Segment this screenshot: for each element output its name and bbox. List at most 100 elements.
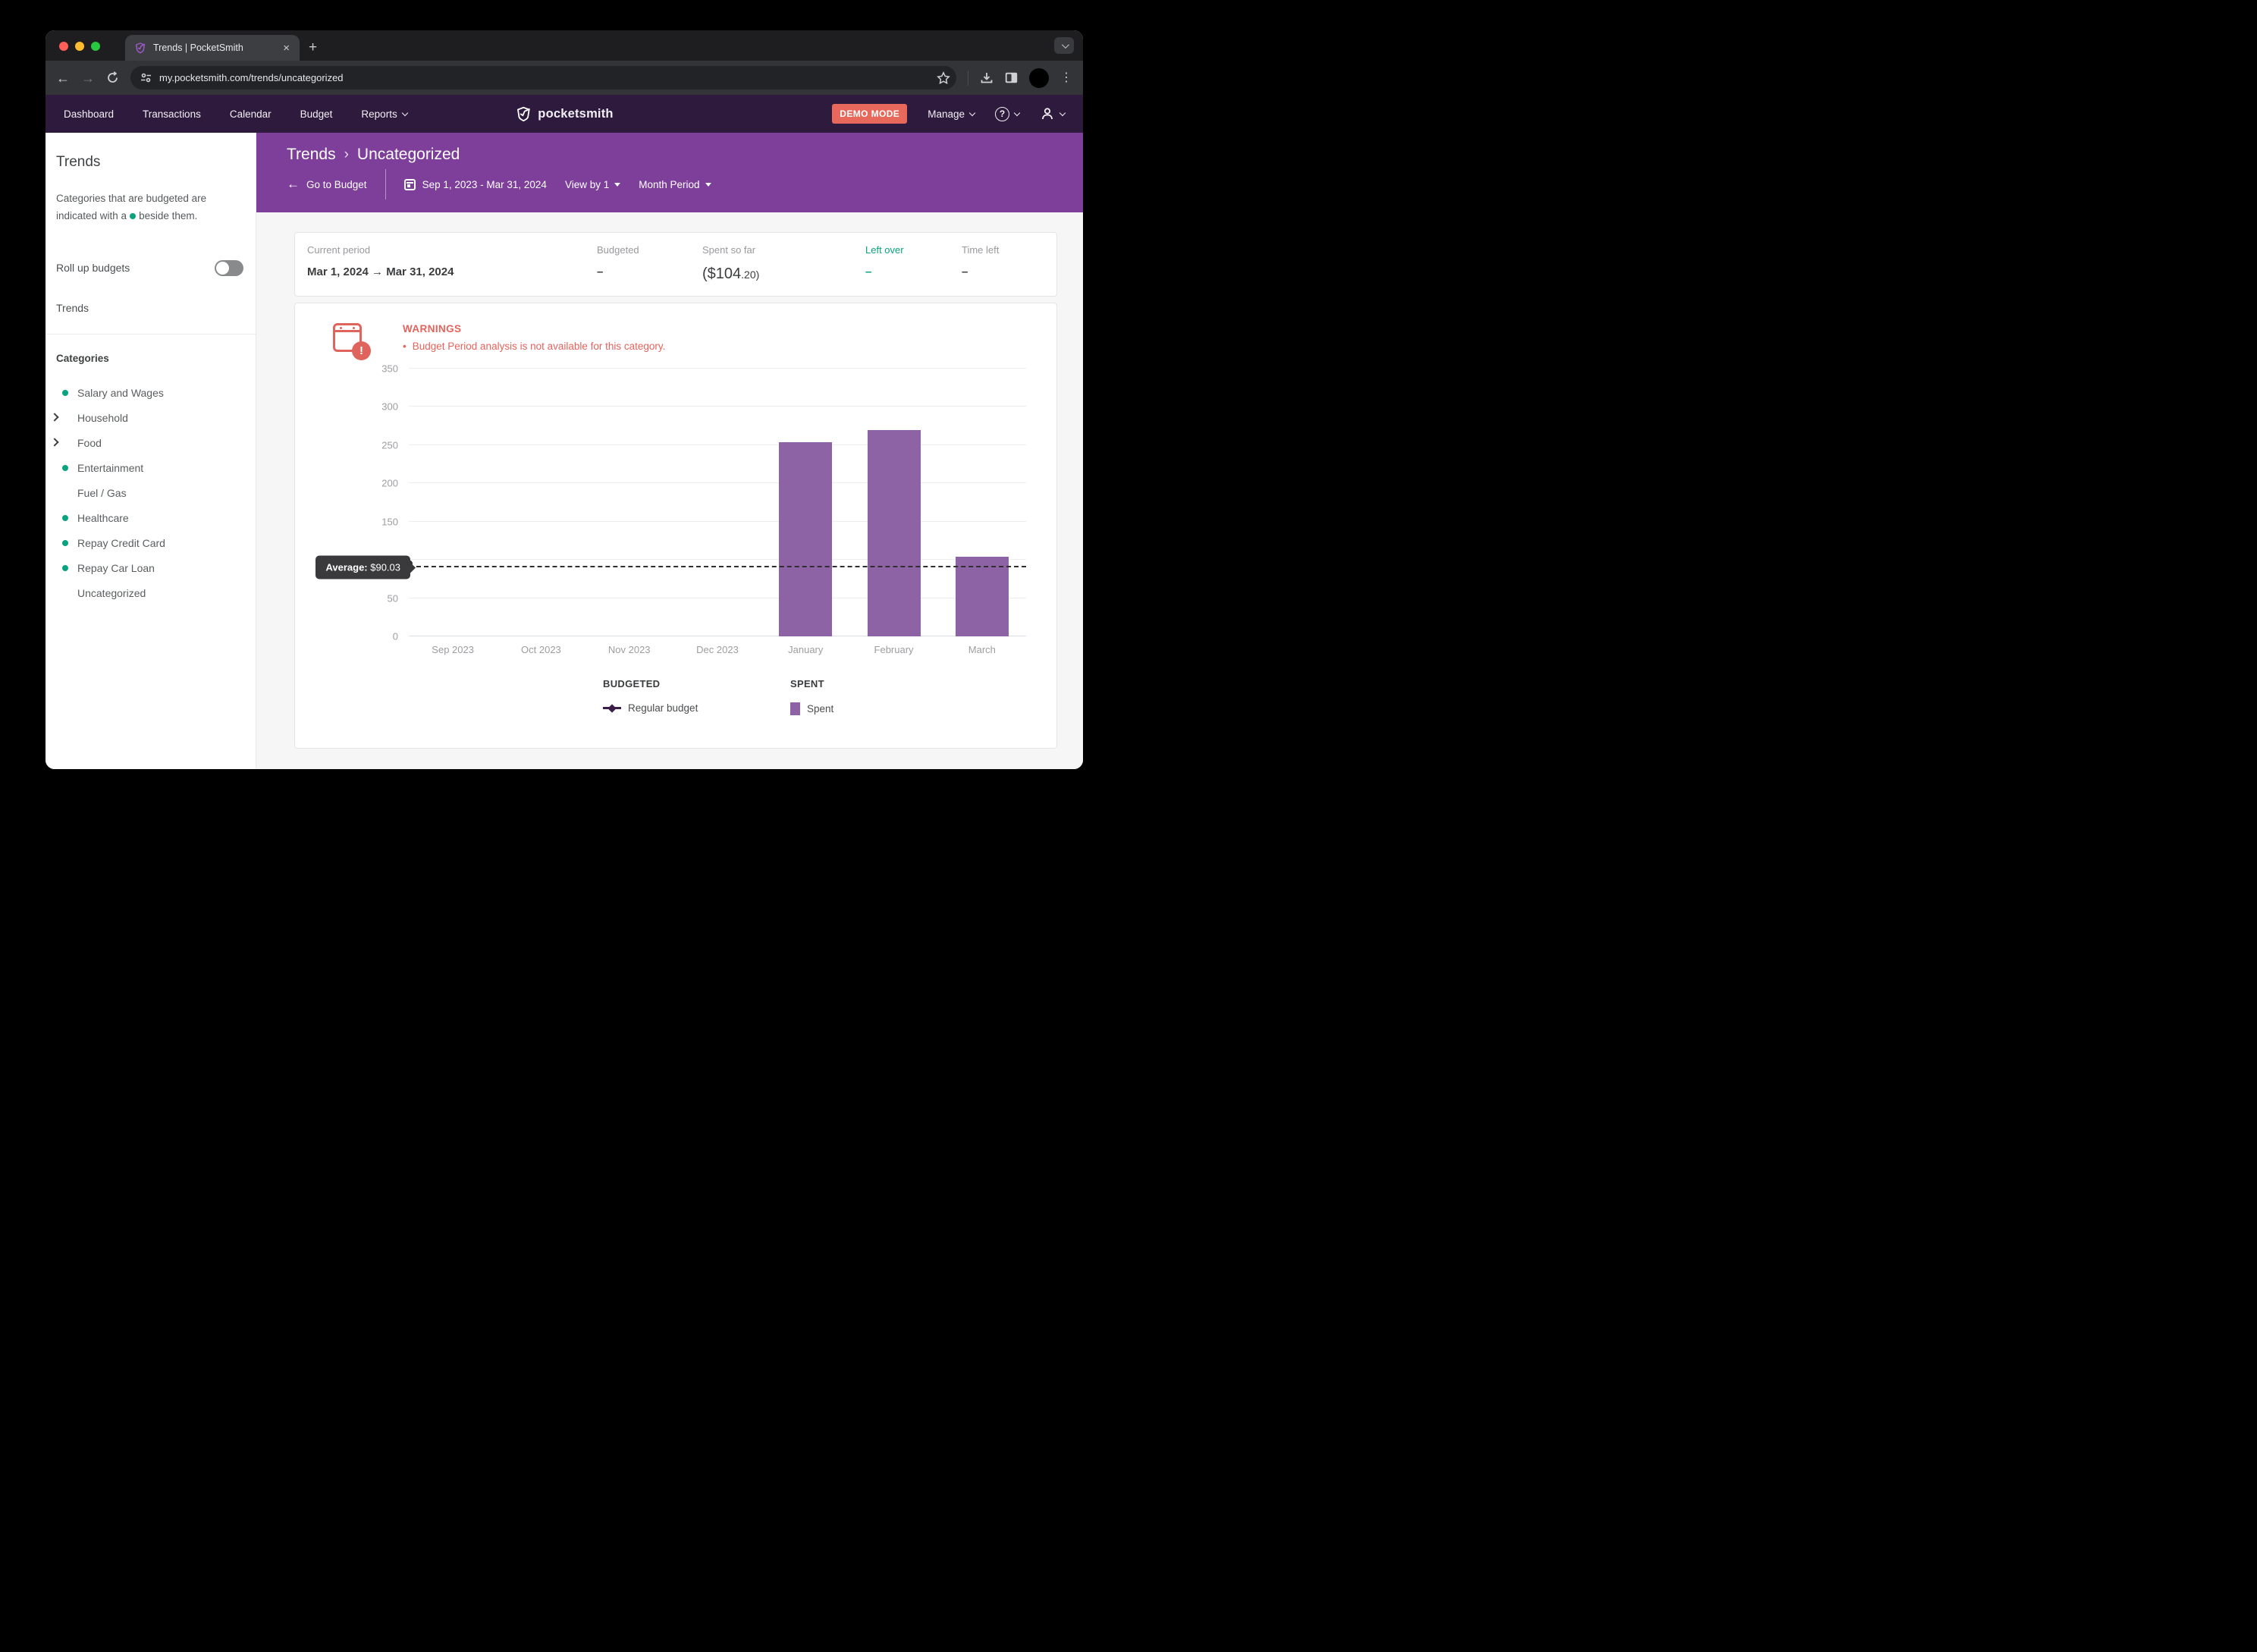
legend-item-label: Spent: [807, 703, 834, 715]
gridline-150: [409, 520, 1026, 522]
page-header: Trends › Uncategorized ← Go to Budget Se…: [256, 133, 1083, 212]
y-tick-350: 350: [381, 363, 398, 375]
x-label-dec-2023: Dec 2023: [696, 644, 739, 655]
spent-marker-icon: [790, 702, 800, 715]
browser-tab[interactable]: Trends | PocketSmith ×: [125, 35, 300, 61]
budgeted-dot-icon: [130, 213, 137, 220]
period-dropdown[interactable]: Month Period: [639, 179, 711, 190]
trends-sidebar: Trends Categories that are budgeted are …: [46, 133, 256, 769]
chart-card: ! WARNINGS • Budget Period analysis is no…: [294, 303, 1057, 749]
sidebar-category-food[interactable]: Food: [50, 431, 243, 456]
gridline-100: [409, 559, 1026, 561]
back-button[interactable]: ←: [56, 70, 70, 86]
current-period-value: Mar 1, 2024 → Mar 31, 2024: [307, 265, 454, 278]
nav-item-dashboard[interactable]: Dashboard: [64, 108, 114, 120]
sidebar-category-healthcare[interactable]: Healthcare: [52, 506, 243, 531]
browser-menu-icon[interactable]: ⋮: [1060, 71, 1072, 84]
breadcrumb-trends[interactable]: Trends: [287, 146, 336, 163]
bullet-icon: •: [403, 341, 407, 352]
legend-item-regular-budget[interactable]: Regular budget: [603, 702, 698, 714]
category-label: Repay Car Loan: [77, 562, 155, 575]
chart-legend: BUDGETED Regular budget SPENT Spent: [409, 678, 1056, 725]
gridline-350: [409, 368, 1026, 369]
tab-close-icon[interactable]: ×: [283, 41, 290, 55]
manage-menu[interactable]: Manage: [928, 108, 976, 120]
spent-so-far-label: Spent so far: [702, 244, 756, 256]
close-window-button[interactable]: [59, 42, 68, 51]
side-panel-icon[interactable]: [1005, 72, 1018, 83]
main-content: Trends › Uncategorized ← Go to Budget Se…: [256, 133, 1083, 769]
category-label: Entertainment: [77, 462, 144, 475]
pocketsmith-logo[interactable]: pocketsmith: [515, 105, 613, 122]
go-to-budget-link[interactable]: Go to Budget: [306, 178, 367, 190]
regular-budget-marker-icon: [603, 703, 621, 713]
x-label-oct-2023: Oct 2023: [521, 644, 561, 655]
nav-item-transactions[interactable]: Transactions: [143, 108, 201, 120]
forward-button[interactable]: →: [81, 70, 95, 86]
header-divider: [385, 169, 386, 199]
nav-item-label: Transactions: [143, 108, 201, 120]
sidebar-category-repay-car-loan[interactable]: Repay Car Loan: [52, 556, 243, 581]
calendar-icon: [403, 178, 416, 190]
minimize-window-button[interactable]: [75, 42, 84, 51]
primary-nav: Dashboard Transactions Calendar Budget Repor…: [64, 108, 408, 120]
legend-group-budgeted: BUDGETED Regular budget: [603, 678, 698, 714]
sidebar-category-household[interactable]: Household: [50, 406, 243, 431]
reload-button[interactable]: [106, 71, 119, 84]
nav-item-budget[interactable]: Budget: [300, 108, 333, 120]
legend-item-label: Regular budget: [628, 702, 698, 714]
sidebar-item-trends[interactable]: Trends: [56, 301, 89, 314]
bar-january[interactable]: [779, 441, 833, 636]
back-arrow-icon: ←: [287, 177, 300, 191]
address-bar[interactable]: my.pocketsmith.com/trends/uncategorized: [130, 66, 956, 90]
bar-february[interactable]: [867, 429, 921, 636]
window-controls[interactable]: [59, 42, 100, 51]
sidebar-category-salary-and-wages[interactable]: Salary and Wages: [52, 381, 243, 406]
budgeted-dot-icon: [62, 515, 68, 522]
legend-item-spent[interactable]: Spent: [790, 702, 833, 715]
breadcrumb-current: Uncategorized: [356, 146, 460, 163]
app-navbar: Dashboard Transactions Calendar Budget Repor…: [46, 95, 1083, 133]
x-axis-labels: Sep 2023 Oct 2023 Nov 2023 Dec 2023 January F…: [409, 644, 1026, 655]
demo-mode-badge: DEMO MODE: [832, 104, 908, 124]
download-icon[interactable]: [980, 71, 994, 85]
user-menu[interactable]: [1040, 106, 1066, 121]
chevron-down-icon: [1059, 109, 1066, 116]
expand-chevron-icon[interactable]: [50, 438, 59, 448]
chevron-down-icon: [401, 109, 408, 116]
legend-heading: BUDGETED: [603, 678, 661, 689]
browser-toolbar: ← → my.pocketsmith.com/trends/uncategori…: [46, 61, 1083, 95]
profile-avatar[interactable]: [1029, 68, 1049, 88]
left-over-value: –: [865, 265, 872, 278]
time-left-value: –: [962, 265, 968, 278]
bookmark-star-icon[interactable]: [937, 71, 950, 85]
nav-item-calendar[interactable]: Calendar: [230, 108, 272, 120]
help-menu[interactable]: ?: [995, 106, 1021, 121]
spent-so-far-value: ($104.20): [702, 265, 760, 282]
view-by-dropdown[interactable]: View by 1: [565, 179, 621, 190]
site-settings-icon[interactable]: [140, 72, 152, 83]
nav-item-reports[interactable]: Reports: [361, 108, 408, 120]
sidebar-category-fuel-gas[interactable]: Fuel / Gas: [52, 481, 243, 506]
sidebar-category-repay-credit-card[interactable]: Repay Credit Card: [52, 531, 243, 556]
tab-search-button[interactable]: [1054, 37, 1074, 54]
sidebar-category-uncategorized[interactable]: Uncategorized: [52, 581, 243, 606]
new-tab-button[interactable]: +: [309, 39, 318, 55]
maximize-window-button[interactable]: [91, 42, 100, 51]
budgeted-dot-icon: [62, 390, 68, 397]
breadcrumb-separator-icon: ›: [344, 146, 349, 162]
categories-heading: Categories: [56, 352, 109, 364]
expand-chevron-icon[interactable]: [50, 413, 59, 422]
sidebar-category-entertainment[interactable]: Entertainment: [52, 456, 243, 481]
date-range[interactable]: Sep 1, 2023 - Mar 31, 2024: [422, 178, 547, 190]
nav-right: DEMO MODE Manage ?: [832, 104, 1066, 124]
user-icon: [1042, 108, 1053, 120]
warnings-list: • Budget Period analysis is not available…: [403, 341, 665, 352]
category-label: Healthcare: [77, 512, 129, 525]
url-text[interactable]: my.pocketsmith.com/trends/uncategorized: [159, 72, 344, 83]
rollup-budgets-toggle[interactable]: [215, 259, 243, 276]
bar-march[interactable]: [955, 556, 1009, 636]
pocketsmith-logo-icon: [517, 106, 530, 122]
category-label: Food: [77, 437, 102, 450]
categories-list: Salary and Wages Household Food Entertainme…: [50, 381, 243, 606]
